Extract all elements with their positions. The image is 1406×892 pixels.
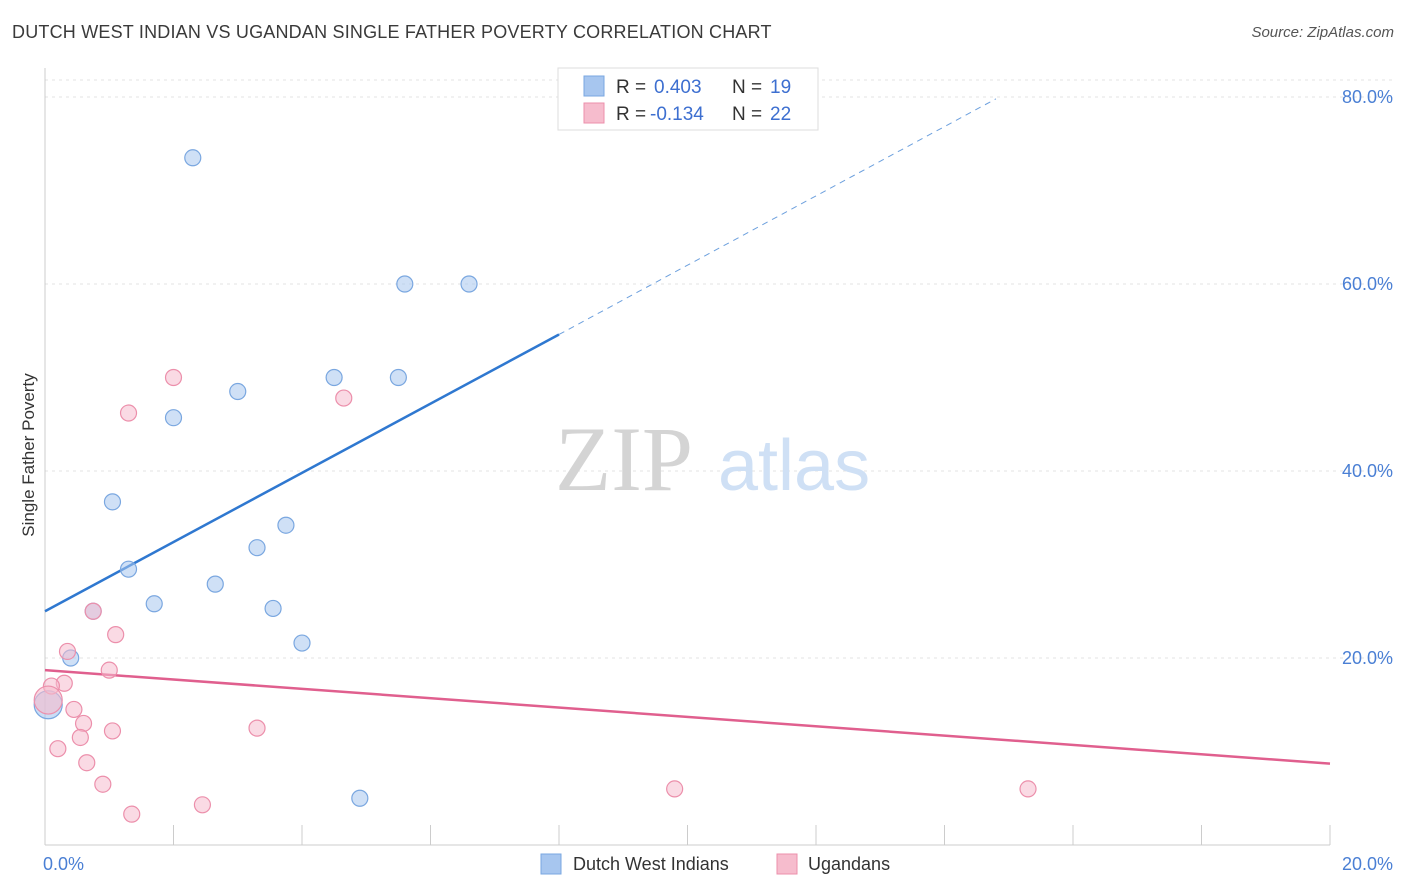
point-s1-16 — [94, 775, 112, 793]
point-s1-9 — [65, 700, 83, 719]
watermark: ZIP atlas — [555, 408, 870, 510]
legend-r-value-2: -0.134 — [650, 104, 704, 125]
legend-swatch-ugandans — [583, 102, 605, 124]
chart-source: Source: ZipAtlas.com — [1251, 24, 1394, 41]
legend-r-label-2: R = — [616, 104, 646, 125]
point-s0-0 — [184, 149, 202, 167]
series-legend: Dutch West Indians Ugandans — [540, 853, 890, 875]
legend-n-label-2: N = — [732, 104, 762, 125]
gridlines — [45, 79, 1393, 659]
point-s1-21 — [33, 685, 63, 715]
point-s1-10 — [74, 714, 93, 733]
point-s1-11 — [103, 722, 122, 740]
legend-swatch-dutch-west-indians — [583, 75, 605, 97]
point-s0-1 — [396, 275, 414, 293]
watermark-zip: ZIP — [555, 408, 693, 510]
legend-n-value-2: 22 — [770, 104, 791, 125]
x-tick-labels: 0.0% 20.0% — [43, 854, 1393, 874]
point-s1-2 — [119, 404, 138, 422]
axes — [44, 68, 1331, 846]
point-s1-18 — [1019, 780, 1037, 798]
point-s1-15 — [78, 754, 96, 772]
series-legend-label-dutch-west-indians: Dutch West Indians — [573, 854, 729, 874]
point-s1-19 — [193, 796, 212, 814]
legend-r-value-1: 0.403 — [654, 77, 702, 98]
point-s0-7 — [103, 493, 122, 511]
y-tick-label-20: 20.0% — [1342, 648, 1393, 668]
point-s0-15 — [293, 634, 311, 652]
y-tick-label-80: 80.0% — [1342, 87, 1393, 107]
point-s1-0 — [164, 368, 183, 387]
stats-legend: R = 0.403 N = 19 R = -0.134 N = 22 — [557, 67, 819, 131]
data-points — [33, 149, 1037, 823]
x-tick-label-max: 20.0% — [1342, 854, 1393, 874]
x-tick-label-min: 0.0% — [43, 854, 84, 874]
point-s0-11 — [206, 575, 224, 593]
point-s0-8 — [277, 516, 295, 534]
point-s1-14 — [49, 740, 67, 758]
series-legend-swatch-ugandans — [776, 853, 798, 875]
point-s0-12 — [145, 595, 163, 613]
series-legend-swatch-dutch-west-indians — [540, 853, 562, 875]
point-s1-12 — [248, 719, 266, 737]
point-s0-2 — [460, 275, 478, 293]
point-s0-3 — [229, 382, 247, 401]
trend-line-1 — [44, 668, 1331, 765]
series-legend-label-ugandans: Ugandans — [808, 854, 890, 874]
point-s1-13 — [71, 728, 89, 747]
point-s1-6 — [100, 661, 118, 679]
point-s1-1 — [335, 389, 353, 407]
legend-n-value-1: 19 — [770, 77, 791, 98]
point-s1-20 — [123, 805, 141, 823]
point-s1-4 — [107, 626, 125, 644]
point-s1-3 — [84, 602, 102, 620]
y-tick-label-60: 60.0% — [1342, 274, 1393, 294]
legend-r-label-1: R = — [616, 77, 646, 98]
chart-title: DUTCH WEST INDIAN VS UGANDAN SINGLE FATH… — [12, 22, 772, 42]
point-s0-6 — [164, 409, 183, 427]
point-s0-13 — [264, 599, 282, 618]
point-s1-5 — [58, 642, 77, 661]
point-s0-10 — [119, 560, 138, 578]
point-s1-17 — [666, 780, 684, 798]
y-axis-title: Single Father Poverty — [19, 373, 38, 537]
watermark-atlas: atlas — [718, 426, 870, 506]
point-s0-5 — [389, 368, 407, 387]
point-s0-9 — [248, 539, 266, 557]
legend-n-label-1: N = — [732, 77, 762, 98]
point-s0-4 — [325, 368, 343, 387]
trend-line-extension-0 — [558, 98, 997, 335]
y-tick-labels: 20.0% 40.0% 60.0% 80.0% — [1342, 87, 1393, 668]
y-tick-label-40: 40.0% — [1342, 461, 1393, 481]
point-s0-18 — [351, 789, 369, 807]
